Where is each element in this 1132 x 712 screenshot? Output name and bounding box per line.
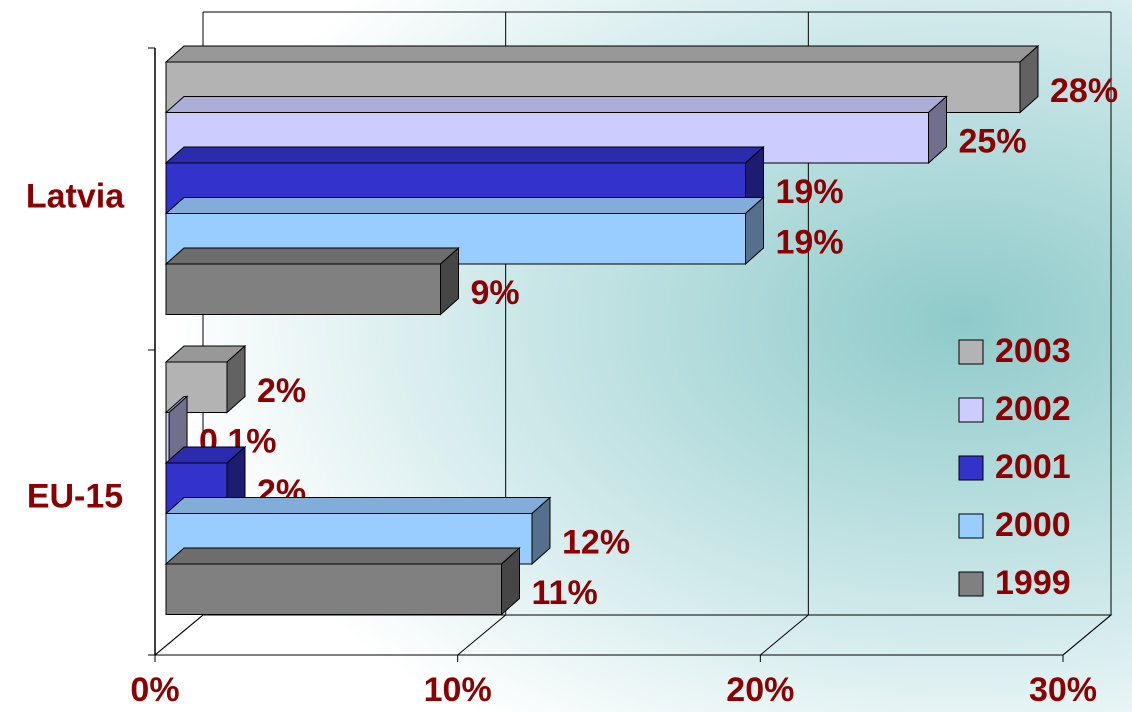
grid-line	[1062, 614, 1112, 656]
legend-label: 2000	[995, 506, 1071, 544]
y-tick-label: Latvia	[26, 177, 125, 215]
data-label: 9%	[471, 274, 520, 312]
bar-top	[164, 497, 552, 514]
data-label: 19%	[776, 224, 844, 262]
grid-line	[457, 614, 506, 656]
data-label: 11%	[532, 574, 598, 612]
bar-top	[164, 547, 521, 565]
bar-top	[164, 247, 460, 265]
legend-label: 2003	[995, 332, 1071, 370]
x-tick-label: 20%	[726, 671, 794, 709]
legend-swatch	[958, 397, 984, 423]
bar-top	[164, 146, 765, 164]
bar-top	[164, 197, 765, 214]
grid-line	[760, 614, 809, 656]
data-label: 12%	[562, 524, 630, 562]
legend-label: 1999	[995, 564, 1071, 602]
x-tick-label: 10%	[424, 671, 492, 709]
x-tick-label: 0%	[130, 671, 179, 709]
bar	[165, 412, 170, 464]
legend-swatch	[958, 339, 984, 365]
y-tick-label: EU-15	[27, 477, 123, 515]
data-label: 28%	[1050, 72, 1118, 110]
data-label: 2%	[257, 372, 306, 410]
grid-line	[154, 614, 204, 656]
bar	[165, 263, 441, 315]
data-label: 25%	[959, 123, 1027, 161]
data-label: 19%	[776, 173, 844, 211]
legend-label: 2001	[995, 448, 1071, 486]
bar-top	[164, 96, 948, 113]
bar	[165, 563, 502, 615]
legend-swatch	[958, 455, 984, 481]
legend-label: 2002	[995, 390, 1071, 428]
x-tick-label: 30%	[1029, 671, 1097, 709]
bar-top	[164, 45, 1040, 63]
legend-swatch	[958, 571, 984, 597]
legend-swatch	[958, 513, 984, 539]
